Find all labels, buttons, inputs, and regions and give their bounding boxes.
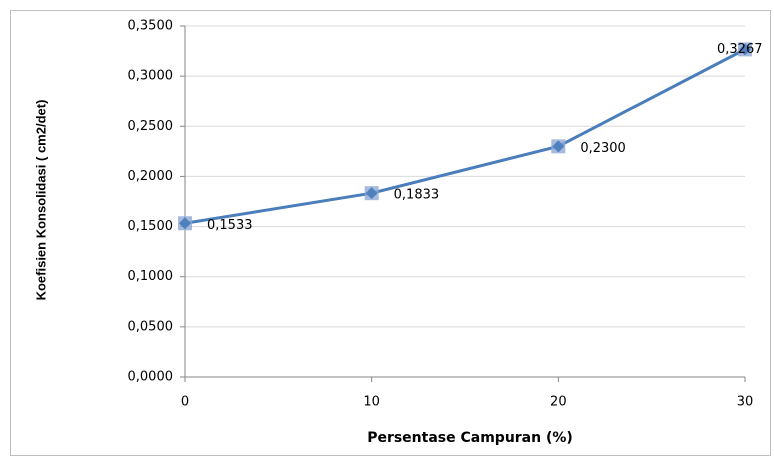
marker — [365, 187, 378, 200]
x-tick-label: 0 — [181, 395, 189, 410]
chart-border — [10, 10, 771, 456]
data-label: 0,1833 — [394, 188, 440, 203]
y-tick-label: 0,2500 — [128, 119, 174, 134]
y-tick-label: 0,1500 — [128, 219, 174, 234]
y-tick-label: 0,2000 — [128, 169, 174, 184]
marker — [739, 43, 751, 56]
x-tick-label: 20 — [550, 395, 567, 410]
data-label: 0,2300 — [580, 141, 626, 156]
y-tick-label: 0,3500 — [128, 19, 174, 34]
x-tick-label: 10 — [363, 395, 380, 410]
x-axis-title: Persentase Campuran (%) — [367, 430, 573, 446]
y-tick-label: 0,3000 — [128, 69, 174, 84]
data-label: 0,1533 — [207, 218, 253, 233]
marker — [552, 140, 565, 153]
y-axis-title: Koefisien Konsolidasi ( cm2/det) — [33, 100, 48, 301]
data-label: 0,3267 — [717, 42, 763, 57]
x-tick-label: 30 — [737, 395, 754, 410]
series-line — [184, 48, 746, 225]
marker — [179, 217, 191, 230]
y-tick-label: 0,1000 — [128, 269, 174, 284]
y-tick-label: 0,0500 — [128, 319, 174, 334]
y-tick-label: 0,0000 — [128, 370, 174, 385]
